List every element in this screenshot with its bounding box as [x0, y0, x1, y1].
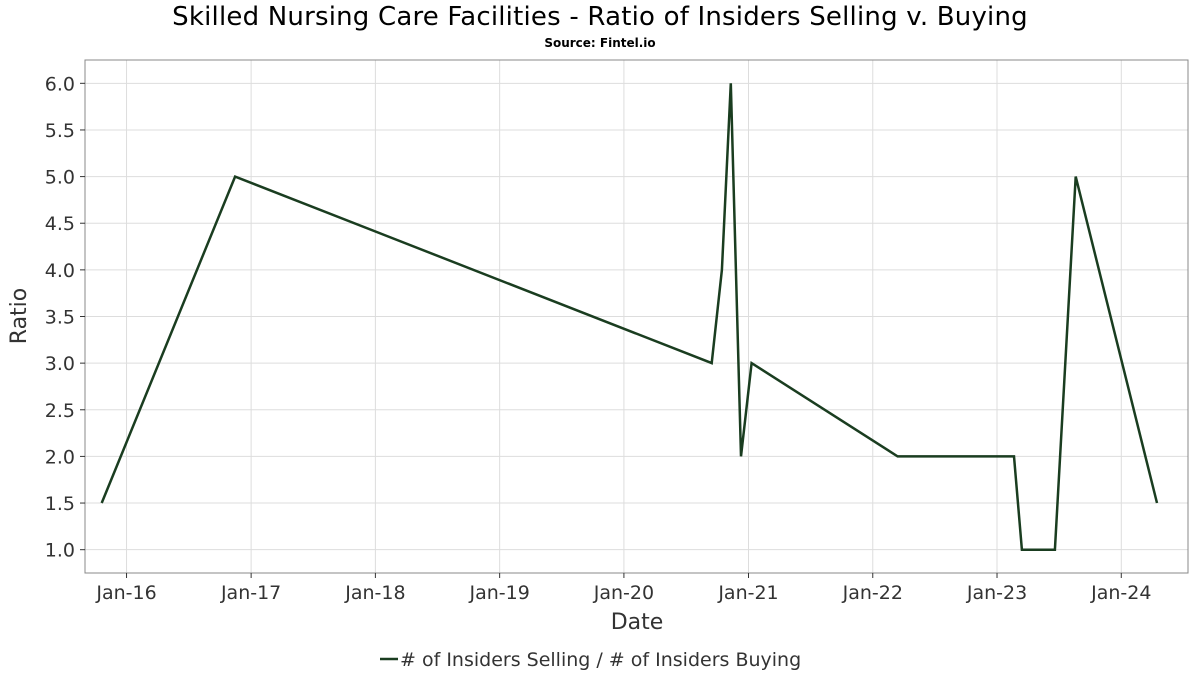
data-point	[749, 360, 755, 366]
x-tick-label: Jan-16	[95, 582, 156, 604]
x-axis: Jan-16 Jan-17 Jan-18 Jan-19 Jan-20 Jan-21 Jan-…	[95, 573, 1151, 604]
x-tick-label: Jan-20	[593, 582, 654, 604]
y-tick-label: 5.0	[45, 167, 75, 189]
data-point	[232, 174, 238, 180]
data-point	[1019, 547, 1025, 553]
y-tick-label: 4.5	[45, 213, 75, 235]
y-tick-label: 4.0	[45, 260, 75, 282]
y-axis: 1.0 1.5 2.0 2.5 3.0 3.5 4.0 4.5 5.0 5.5 6.0	[45, 73, 85, 562]
y-tick-label: 5.5	[45, 120, 75, 142]
data-point	[1011, 453, 1017, 459]
x-tick-label: Jan-19	[468, 582, 529, 604]
y-axis-label: Ratio	[7, 288, 32, 344]
x-tick-label: Jan-24	[1090, 582, 1151, 604]
data-point	[728, 80, 734, 86]
data-point	[738, 453, 744, 459]
series-line	[100, 83, 1159, 551]
x-tick-label: Jan-23	[966, 582, 1027, 604]
x-tick-label: Jan-17	[220, 582, 281, 604]
data-point	[1154, 500, 1160, 506]
y-tick-label: 2.0	[45, 446, 75, 468]
y-tick-label: 3.5	[45, 307, 75, 329]
data-point	[1073, 174, 1079, 180]
legend[interactable]: # of Insiders Selling / # of Insiders Bu…	[380, 649, 801, 671]
x-tick-label: Jan-21	[717, 582, 778, 604]
x-axis-label: Date	[611, 610, 664, 635]
legend-label: # of Insiders Selling / # of Insiders Bu…	[400, 649, 801, 671]
y-tick-label: 1.0	[45, 540, 75, 562]
chart-title: Skilled Nursing Care Facilities - Ratio …	[172, 2, 1028, 32]
data-point	[99, 500, 105, 506]
grid	[85, 60, 1188, 573]
y-tick-label: 6.0	[45, 73, 75, 95]
data-point	[709, 360, 715, 366]
x-tick-label: Jan-22	[842, 582, 903, 604]
chart-subtitle: Source: Fintel.io	[544, 36, 656, 50]
y-tick-label: 3.0	[45, 353, 75, 375]
series	[99, 80, 1160, 553]
y-tick-label: 2.5	[45, 400, 75, 422]
data-point	[1052, 547, 1058, 553]
data-point	[895, 453, 901, 459]
x-tick-label: Jan-18	[344, 582, 405, 604]
y-tick-label: 1.5	[45, 493, 75, 515]
data-point	[719, 267, 725, 273]
